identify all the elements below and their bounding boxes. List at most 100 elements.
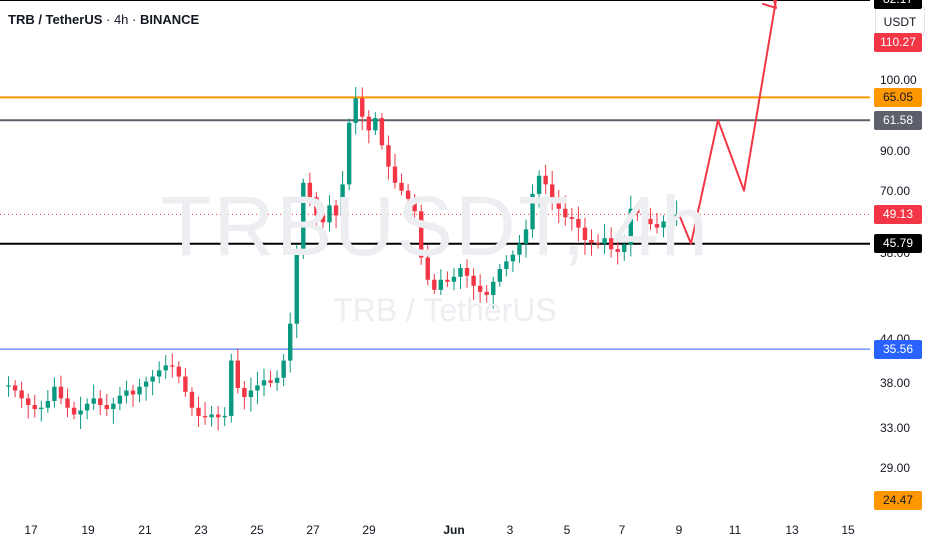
candle-body	[464, 268, 470, 276]
candle-body	[615, 249, 620, 252]
x-tick-label: 17	[24, 523, 38, 537]
candle-body	[628, 208, 633, 245]
candle	[137, 378, 142, 403]
candle-body	[471, 275, 476, 286]
price-label-5: 45.79	[874, 234, 922, 254]
candle	[543, 164, 548, 194]
candle	[314, 192, 319, 231]
candle-body	[32, 405, 37, 410]
price-label-0: 110.27	[874, 33, 922, 52]
candle-body	[52, 386, 57, 402]
candle-body	[405, 190, 411, 199]
candle-body	[340, 184, 345, 216]
candle-body	[451, 276, 457, 282]
candle	[661, 215, 666, 238]
candle	[209, 405, 214, 427]
y-tick-label: 90.00	[880, 144, 911, 158]
candle	[235, 348, 240, 394]
candle-body	[19, 390, 24, 399]
candle	[196, 396, 201, 427]
candle	[124, 380, 129, 404]
candle	[143, 376, 149, 401]
candle	[654, 213, 660, 234]
candle	[497, 263, 502, 287]
candle	[183, 367, 188, 397]
candle	[202, 402, 208, 425]
candle	[615, 237, 620, 265]
currency-button[interactable]: USDT	[875, 6, 925, 36]
exchange-name: BINANCE	[139, 12, 200, 27]
candle	[222, 407, 227, 427]
candle-body	[307, 182, 313, 198]
candle-body	[301, 182, 306, 252]
candle	[589, 229, 594, 256]
candle-body	[458, 268, 463, 277]
candle-body	[314, 197, 319, 216]
candle-body	[235, 360, 240, 388]
price-label-7: 24.47	[874, 491, 922, 510]
price-chart[interactable]	[0, 0, 870, 550]
candle	[157, 361, 162, 384]
candle	[320, 206, 326, 236]
candle-body	[386, 145, 391, 167]
candle-body	[550, 184, 555, 199]
candle	[39, 400, 44, 422]
candle-body	[183, 376, 188, 392]
candle	[130, 384, 136, 407]
candle	[550, 170, 555, 211]
candle	[595, 234, 601, 249]
candle	[327, 195, 332, 232]
candle-body	[399, 182, 404, 191]
candle	[91, 384, 96, 410]
x-tick-label: Jun	[443, 523, 465, 537]
candle-body	[510, 254, 516, 262]
x-tick-label: 3	[506, 523, 514, 537]
x-tick-label: 23	[194, 523, 208, 537]
candle-body	[58, 386, 64, 399]
x-tick-label: 19	[81, 523, 95, 537]
candle	[170, 353, 175, 378]
candle	[419, 204, 424, 265]
candle-body	[595, 242, 601, 244]
candle-body	[202, 415, 208, 418]
candle-body	[45, 401, 51, 408]
candle-body	[477, 285, 483, 292]
candle	[517, 234, 522, 263]
candle-body	[222, 415, 227, 418]
candle	[294, 244, 299, 339]
candle-body	[78, 410, 83, 415]
candle	[451, 267, 457, 291]
candle-body	[556, 198, 561, 209]
candle	[12, 380, 18, 398]
candle-body	[320, 215, 326, 223]
candle	[622, 235, 627, 261]
candle-body	[157, 370, 162, 377]
symbol-name[interactable]: TRB / TetherUS	[8, 12, 103, 27]
candle	[504, 255, 509, 277]
candle-body	[91, 398, 96, 404]
x-tick-label: 15	[841, 523, 855, 537]
candle	[353, 86, 358, 135]
candle-body	[438, 279, 444, 290]
candle-body	[576, 218, 581, 228]
candle-body	[150, 376, 155, 382]
candle	[111, 397, 116, 424]
candle	[399, 173, 404, 196]
candle-body	[39, 407, 44, 410]
chart-header[interactable]: TRB / TetherUS · 4h · BINANCE	[8, 12, 199, 27]
candle-body	[536, 175, 542, 194]
candle	[52, 377, 57, 408]
candle-body	[117, 395, 123, 404]
candle-body	[215, 414, 221, 418]
candle-body	[373, 118, 378, 131]
candle	[71, 401, 77, 420]
candle	[405, 183, 411, 209]
candle	[602, 224, 607, 254]
candle-body	[248, 390, 254, 398]
projection-arrow[interactable]	[678, 0, 777, 245]
candle-body	[641, 212, 647, 219]
candle	[19, 381, 24, 408]
interval-label[interactable]: 4h	[113, 12, 129, 27]
candle-body	[274, 377, 280, 383]
candle	[104, 394, 109, 417]
